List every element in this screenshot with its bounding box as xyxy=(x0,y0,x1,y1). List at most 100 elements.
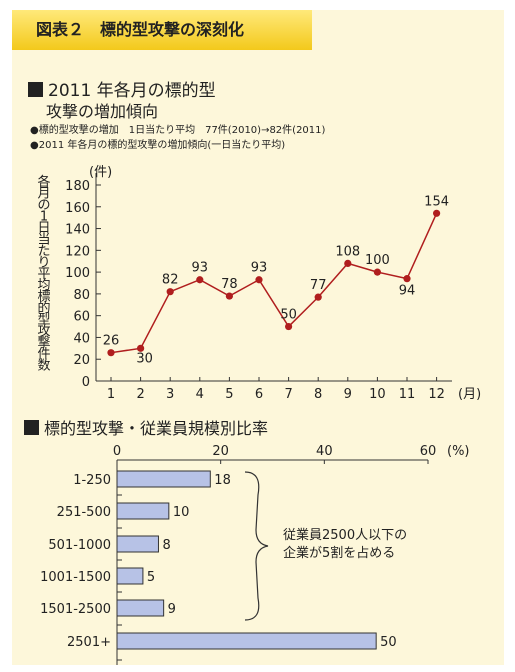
data-point xyxy=(403,275,411,283)
annotation-line1: 従業員2500人以下の xyxy=(283,527,407,543)
note-monthly-trend: ●2011 年各月の標的型攻撃の増加傾向(一日当たり平均) xyxy=(30,140,286,151)
y-axis-title-char: 標 xyxy=(37,290,50,305)
section1-title-text: 2011 年各月の標的型 xyxy=(48,81,216,101)
data-label: 82 xyxy=(162,273,179,288)
bar-value-label: 5 xyxy=(147,570,155,585)
y-tick-label: 140 xyxy=(65,223,90,238)
x-unit-label: (月) xyxy=(458,387,481,402)
x-tick-label: 9 xyxy=(344,387,352,402)
y-axis-title-char: 攻 xyxy=(37,324,50,339)
figure-panel xyxy=(12,10,504,665)
y-axis-title-char: 数 xyxy=(37,359,50,374)
section1-title: 2011 年各月の標的型 xyxy=(28,80,216,102)
data-label: 77 xyxy=(310,278,327,293)
y-axis-title-char: 件 xyxy=(37,347,50,362)
data-point xyxy=(344,259,352,267)
y-axis-title-char: 型 xyxy=(37,313,50,328)
x-tick-label: 40 xyxy=(316,444,333,459)
y-unit-label: (件) xyxy=(89,165,112,180)
x-tick-label: 6 xyxy=(255,387,263,402)
data-label: 26 xyxy=(103,334,120,349)
category-label: 251-500 xyxy=(57,505,111,520)
square-bullet-icon xyxy=(28,82,43,97)
data-label: 30 xyxy=(136,351,153,366)
data-label: 94 xyxy=(399,284,416,299)
section1-subtitle: 攻撃の増加傾向 xyxy=(46,102,159,121)
category-label: 2501+ xyxy=(67,635,111,650)
x-tick-label: 20 xyxy=(212,444,229,459)
category-label: 1001-1500 xyxy=(40,570,111,585)
data-point xyxy=(107,349,115,357)
square-bullet-icon xyxy=(24,420,39,435)
x-tick-label: 2 xyxy=(136,387,144,402)
data-label: 108 xyxy=(335,244,360,259)
data-point xyxy=(255,276,263,284)
data-point xyxy=(373,268,381,276)
x-tick-label: 12 xyxy=(428,387,445,402)
y-axis-title-char: の xyxy=(37,198,50,213)
data-label: 154 xyxy=(424,194,449,209)
data-point xyxy=(196,276,204,284)
data-label: 93 xyxy=(192,261,209,276)
y-axis-title-char: 各 xyxy=(37,174,50,190)
y-axis-title-char: 当 xyxy=(37,232,50,247)
data-point xyxy=(166,288,174,296)
x-tick-label: 8 xyxy=(314,387,322,402)
y-axis-title-char: 均 xyxy=(37,278,50,293)
bar-value-label: 9 xyxy=(168,602,176,617)
x-tick-label: 60 xyxy=(420,444,437,459)
bar xyxy=(116,535,159,553)
x-tick-label: 4 xyxy=(196,387,204,402)
y-tick-label: 20 xyxy=(73,353,90,368)
data-label: 100 xyxy=(365,253,390,268)
x-tick-label: 0 xyxy=(113,444,121,459)
bar xyxy=(116,502,170,520)
y-axis-title-char: 平 xyxy=(37,267,50,282)
bar xyxy=(116,470,211,488)
y-axis-title-char: 1 xyxy=(40,209,48,224)
y-axis-title-char: 月 xyxy=(37,186,50,201)
x-tick-label: 3 xyxy=(166,387,174,402)
y-axis-title-char: 的 xyxy=(37,300,50,316)
x-tick-label: 7 xyxy=(284,387,292,402)
y-axis-title-char: り xyxy=(37,255,50,270)
bar xyxy=(116,632,377,650)
x-tick-label: 11 xyxy=(399,387,416,402)
bar-value-label: 50 xyxy=(380,635,397,650)
data-point xyxy=(314,293,322,301)
data-point xyxy=(433,209,441,217)
x-tick-label: 10 xyxy=(369,387,386,402)
series-line xyxy=(110,213,438,354)
x-tick-label: 1 xyxy=(107,387,115,402)
category-label: 1-250 xyxy=(73,473,111,488)
bar-value-label: 18 xyxy=(214,473,231,488)
bar-value-label: 8 xyxy=(162,538,170,553)
section2-title: 標的型攻撃・従業員規模別比率 xyxy=(24,418,268,440)
x-unit-label: (%) xyxy=(447,444,470,459)
y-axis-title-char: た xyxy=(37,244,50,259)
y-axis-title-char: 撃 xyxy=(37,335,50,351)
data-point xyxy=(225,292,233,300)
data-point xyxy=(285,322,293,331)
bar xyxy=(116,567,144,585)
y-tick-label: 80 xyxy=(73,288,90,303)
y-tick-label: 100 xyxy=(65,266,90,281)
annotation-line2: 企業が5割を占める xyxy=(283,545,395,561)
note-daily-average: ●標的型攻撃の増加 1日当たり平均 77件(2010)→82件(2011) xyxy=(30,125,326,136)
y-tick-label: 160 xyxy=(65,201,90,216)
y-tick-label: 40 xyxy=(73,331,90,346)
grouping-brace xyxy=(244,471,269,621)
y-tick-label: 0 xyxy=(82,375,90,390)
category-label: 501-1000 xyxy=(48,538,111,553)
data-label: 78 xyxy=(221,277,238,292)
y-axis-title-char: 日 xyxy=(37,221,50,236)
category-label: 1501-2500 xyxy=(40,602,111,617)
data-point xyxy=(137,344,145,352)
data-label: 50 xyxy=(280,308,297,323)
x-tick-label: 5 xyxy=(225,387,233,402)
bar xyxy=(116,599,165,617)
data-label: 93 xyxy=(251,261,268,276)
section2-title-text: 標的型攻撃・従業員規模別比率 xyxy=(44,419,269,438)
